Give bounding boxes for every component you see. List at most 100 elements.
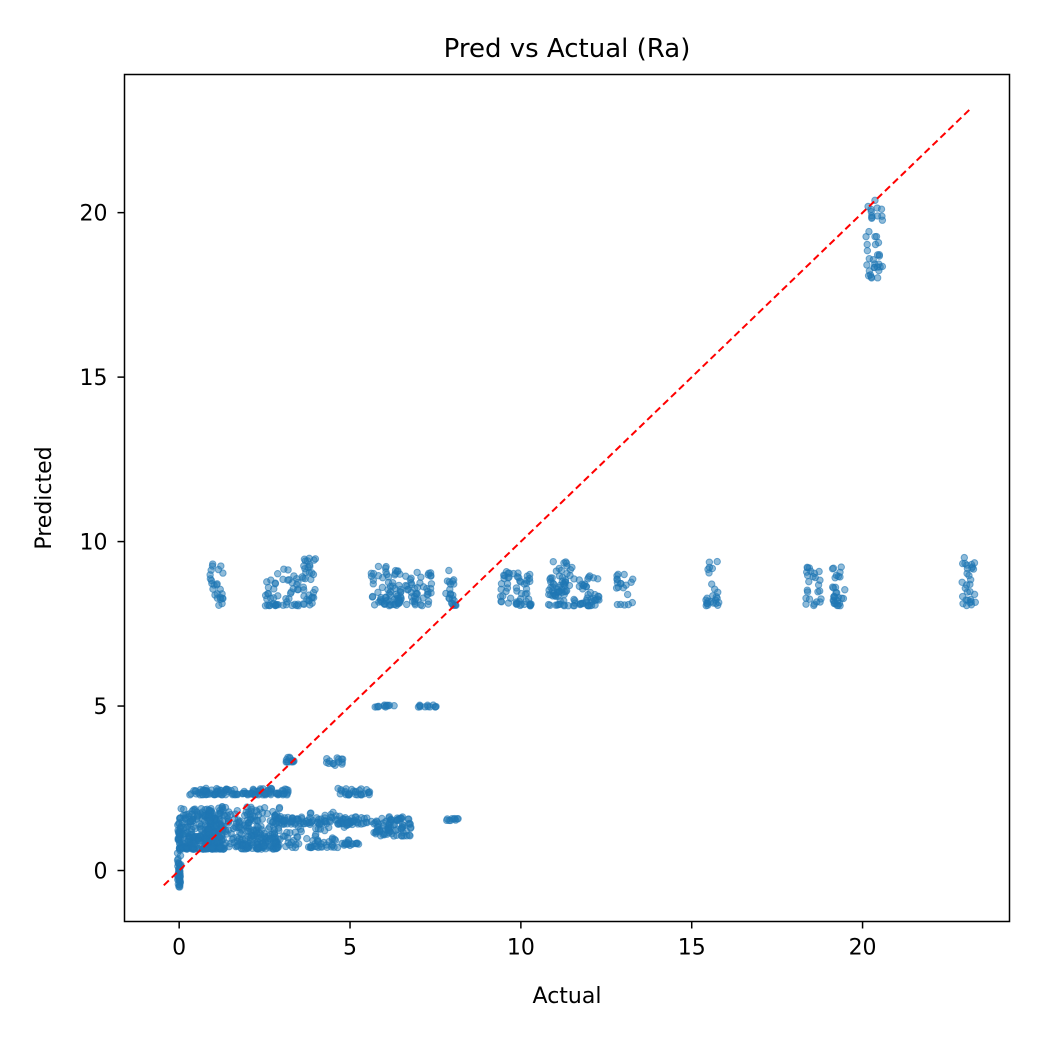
scatter-point [174,855,182,863]
scatter-point [293,833,302,841]
scatter-point [713,557,721,566]
scatter-point [867,205,875,213]
scatter-point [961,559,969,568]
scatter-point [877,205,886,213]
scatter-point [377,593,385,602]
scatter-point [200,786,208,795]
scatter-point [555,572,564,580]
scatter-point [419,594,427,602]
scatter-point [234,816,242,824]
scatter-point [299,574,307,582]
scatter-point [405,831,414,839]
scatter-point [291,843,300,852]
scatter-point [279,816,288,825]
scatter-point [307,575,315,584]
scatter-point [205,790,213,798]
scatter-point [394,567,402,575]
scatter-point [256,805,264,813]
scatter-point [303,834,311,843]
scatter-point [211,591,219,599]
scatter-point [387,601,395,609]
scatter-point [211,790,219,799]
scatter-point [272,601,280,609]
scatter-point [516,577,524,585]
scatter-point [284,576,292,584]
scatter-point [374,562,383,571]
scatter-point [504,574,512,582]
scatter-point [187,828,195,836]
scatter-point [875,251,884,259]
scatter-point [872,232,881,241]
scatter-point [454,815,462,823]
scatter-point [212,821,220,830]
scatter-point [325,817,334,825]
scatter-point [323,843,331,851]
scatter-point [294,817,303,825]
scatter-point [176,883,184,891]
scatter-point [527,600,535,608]
scatter-point [395,581,403,590]
scatter-point [244,818,253,827]
scatter-point [832,571,841,580]
scatter-point [306,562,314,571]
scatter-point [332,816,340,824]
x-tick-label: 20 [849,936,877,961]
scatter-point [351,788,359,796]
scatter-point [418,601,426,610]
scatter-point [268,834,276,842]
scatter-point [314,843,322,852]
scatter-point [248,841,257,849]
scatter-point [367,572,376,581]
scatter-point [866,271,875,279]
scatter-point [179,830,187,839]
scatter-point [321,826,329,835]
scatter-point [403,600,411,609]
scatter-point [412,589,420,598]
scatter-point [194,837,203,845]
scatter-point [357,814,366,822]
scatter-point [406,576,415,584]
reference-line [163,106,973,887]
scatter-point [363,818,371,827]
scatter-point [816,587,824,595]
scatter-point [962,601,971,610]
scatter-point [424,600,432,608]
scatter-point [715,598,723,607]
scatter-point [828,565,837,573]
scatter-point [308,569,316,577]
scatter-point [175,839,184,847]
scatter-point [837,563,845,571]
scatter-point [549,557,557,566]
scatter-point [628,598,637,607]
scatter-point [873,274,882,282]
scatter-point [281,785,289,793]
scatter-point [417,573,425,581]
scatter-point [180,805,188,813]
scatter-point [341,840,349,848]
scatter-point [446,580,455,588]
scatter-point [282,758,290,766]
scatter-point [197,821,206,829]
scatter-point [270,585,278,593]
scatter-point [565,581,574,590]
scatter-point [445,566,453,575]
scatter-point [357,791,366,799]
scatter-point [385,814,393,822]
scatter-point [397,824,405,833]
scatter-point [279,832,288,840]
scatter-point [236,823,244,831]
scatter-point [708,564,717,573]
scatter-point [969,565,978,573]
scatter-point [553,601,562,609]
scatter-point [381,703,390,711]
scatter-point [395,599,404,607]
scatter-point [873,263,882,271]
scatter-point [613,575,621,583]
scatter-point [805,577,813,586]
scatter-point [253,816,261,825]
scatter-point [620,570,628,579]
scatter-point [302,817,310,826]
scatter-point [520,600,529,609]
scatter-point [378,574,387,582]
scatter-point [353,839,361,847]
